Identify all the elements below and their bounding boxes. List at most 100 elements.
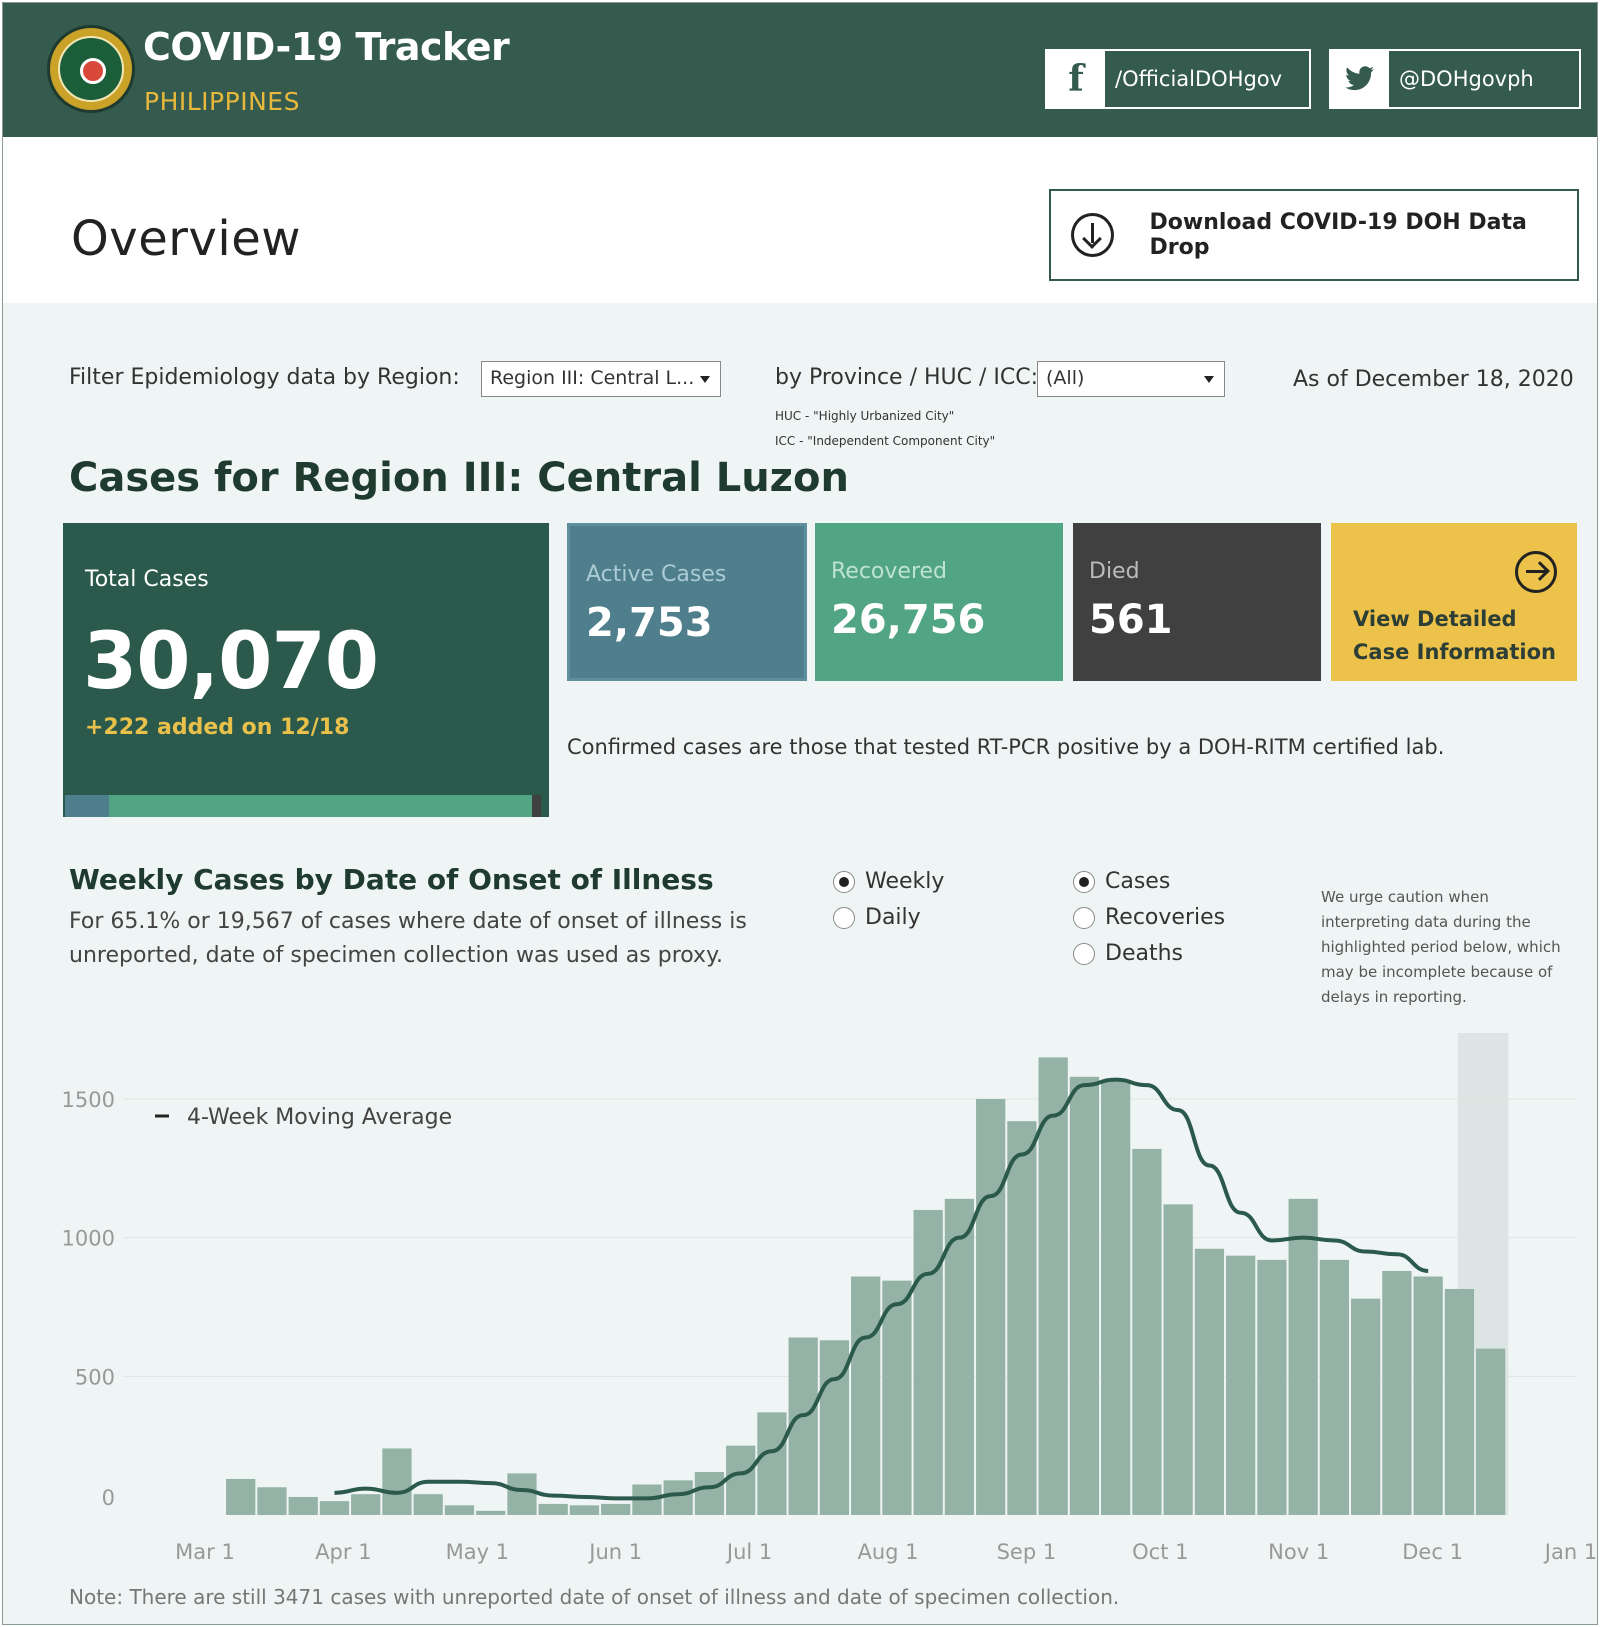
recovered-label: Recovered: [831, 559, 948, 584]
bar: [1413, 1276, 1443, 1515]
chart-title: Weekly Cases by Date of Onset of Illness: [69, 863, 714, 896]
radio-selected-icon: [1073, 870, 1095, 893]
cases-title: Cases for Region III: Central Luzon: [69, 455, 849, 501]
bar: [851, 1276, 881, 1515]
bar: [1288, 1198, 1318, 1515]
bar: [1319, 1259, 1350, 1515]
recoveries-radio-label: Recoveries: [1105, 905, 1226, 930]
bar: [444, 1505, 475, 1515]
died-value: 561: [1089, 597, 1173, 643]
bar: [882, 1280, 912, 1515]
app-subtitle: PHILIPPINES: [144, 87, 300, 116]
bar: [1101, 1079, 1131, 1515]
active-cases-value: 2,753: [586, 600, 713, 646]
caution-note: We urge caution when interpreting data d…: [1321, 888, 1561, 1006]
bar: [507, 1473, 537, 1515]
bar: [913, 1209, 943, 1515]
region-select[interactable]: Region III: Central L...: [481, 361, 721, 397]
x-tick-label: Jul 1: [725, 1540, 772, 1564]
chevron-down-icon: [700, 376, 710, 383]
bar: [538, 1503, 568, 1515]
facebook-label: /OfficialDOHgov: [1105, 51, 1309, 107]
radio-selected-icon: [833, 870, 855, 893]
bar: [1476, 1348, 1506, 1515]
app-title: COVID-19 Tracker: [143, 25, 510, 69]
bar: [788, 1337, 818, 1515]
bar: [1163, 1204, 1193, 1515]
moving-average-line: [334, 1077, 1429, 1501]
bar: [1007, 1121, 1037, 1515]
deaths-radio-label: Deaths: [1105, 941, 1183, 966]
chart-subtitle: For 65.1% or 19,567 of cases where date …: [69, 909, 747, 968]
bar: [1444, 1288, 1475, 1515]
download-data-drop-button[interactable]: Download COVID-19 DOH Data Drop: [1049, 189, 1579, 281]
province-filter-label: by Province / HUC / ICC:: [775, 365, 1039, 390]
view-detailed-case-button[interactable]: View Detailed Case Information: [1331, 523, 1577, 681]
x-tick-label: May 1: [446, 1540, 509, 1564]
total-cases-value: 30,070: [83, 617, 379, 707]
bar: [601, 1503, 631, 1515]
doh-seal-logo: [47, 25, 135, 113]
total-cases-added: +222 added on 12/18: [85, 715, 350, 740]
y-tick-label: 1500: [62, 1088, 115, 1112]
facebook-icon: f: [1047, 51, 1105, 107]
bar: [476, 1510, 506, 1515]
header-bar: COVID-19 Tracker PHILIPPINES f /Official…: [3, 3, 1597, 137]
bar: [569, 1505, 600, 1515]
chart-footnote: Note: There are still 3471 cases with un…: [69, 1585, 1120, 1609]
recovered-value: 26,756: [831, 597, 986, 643]
x-tick-label: Dec 1: [1402, 1540, 1463, 1564]
case-breakdown-bar: [65, 795, 541, 817]
bar: [1132, 1148, 1162, 1515]
twitter-icon: [1331, 51, 1389, 107]
region-select-value: Region III: Central L...: [490, 367, 695, 389]
x-tick-label: Aug 1: [857, 1540, 918, 1564]
bar: [1038, 1057, 1068, 1515]
y-tick-label: 0: [102, 1486, 115, 1510]
download-label: Download COVID-19 DOH Data Drop: [1149, 210, 1527, 260]
active-cases-card: Active Cases 2,753: [567, 523, 807, 681]
bar: [226, 1478, 256, 1515]
region-filter-label: Filter Epidemiology data by Region:: [69, 365, 460, 390]
twitter-link[interactable]: @DOHgovph: [1329, 49, 1581, 109]
bar: [257, 1487, 287, 1515]
arrow-right-circle-icon: [1515, 551, 1557, 593]
x-tick-label: Sep 1: [997, 1540, 1057, 1564]
died-card: Died 561: [1073, 523, 1321, 681]
total-cases-label: Total Cases: [85, 567, 209, 592]
weekly-radio-label: Weekly: [865, 869, 945, 894]
active-segment: [65, 795, 109, 817]
recovered-segment: [108, 795, 533, 817]
facebook-link[interactable]: f /OfficialDOHgov: [1045, 49, 1311, 109]
bar: [1226, 1255, 1256, 1515]
y-tick-label: 500: [75, 1365, 115, 1389]
deaths-radio[interactable]: Deaths: [1073, 941, 1183, 966]
daily-radio[interactable]: Daily: [833, 905, 921, 930]
bar: [663, 1480, 693, 1515]
bar: [726, 1445, 756, 1515]
x-tick-label: Mar 1: [175, 1540, 235, 1564]
download-icon: [1071, 213, 1114, 257]
x-tick-label: Apr 1: [315, 1540, 371, 1564]
total-cases-card: Total Cases 30,070 +222 added on 12/18: [63, 523, 549, 817]
bar: [319, 1501, 350, 1515]
x-tick-label: Jun 1: [587, 1540, 642, 1564]
bar: [382, 1448, 412, 1515]
bar: [1069, 1076, 1100, 1515]
bar: [976, 1099, 1006, 1515]
recoveries-radio[interactable]: Recoveries: [1073, 905, 1225, 930]
confirmed-cases-note: Confirmed cases are those that tested RT…: [567, 735, 1445, 759]
cases-radio[interactable]: Cases: [1073, 869, 1170, 894]
bar: [351, 1494, 381, 1515]
died-label: Died: [1089, 559, 1140, 584]
bar: [1382, 1270, 1412, 1515]
province-select[interactable]: (All): [1037, 361, 1225, 397]
icc-note: ICC - "Independent Component City": [775, 434, 996, 448]
twitter-label: @DOHgovph: [1389, 51, 1579, 107]
bar: [288, 1496, 318, 1515]
weekly-radio[interactable]: Weekly: [833, 869, 944, 894]
recovered-card: Recovered 26,756: [815, 523, 1063, 681]
bar: [1194, 1248, 1225, 1515]
daily-radio-label: Daily: [865, 905, 921, 930]
